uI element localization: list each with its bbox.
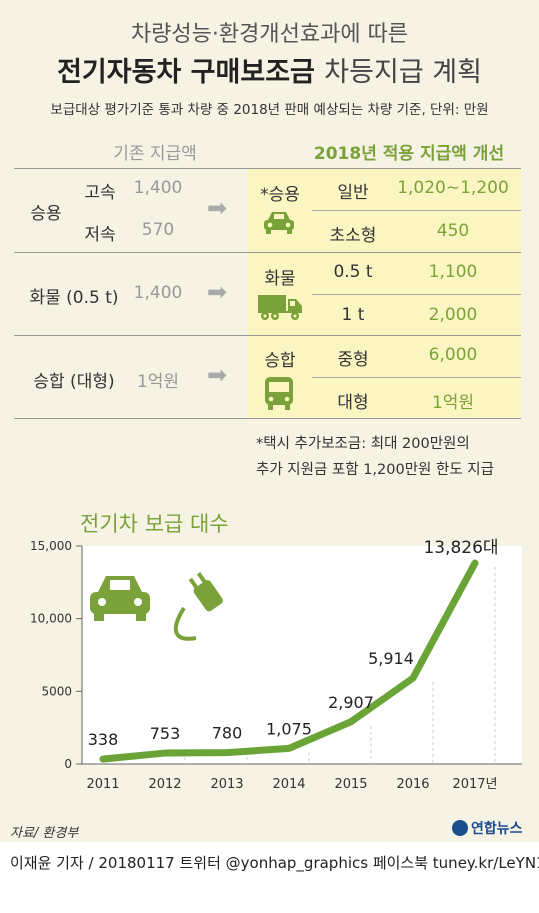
new-truck-value-2: 2,000 (428, 305, 478, 325)
truck-icon (258, 295, 302, 320)
y-tick-label: 10,000 (30, 612, 72, 626)
data-label: 1,075 (266, 719, 312, 738)
data-point (101, 757, 105, 762)
new-bus-label: 승합 (264, 351, 296, 371)
data-label: 2,907 (328, 693, 374, 712)
new-subsidy-panel (248, 168, 521, 418)
new-bus-sub-2: 대형 (337, 393, 369, 413)
arrow-icon: ➡ (207, 361, 228, 389)
data-label: 13,826대 (423, 538, 498, 558)
unit-note: 보급대상 평가기준 통과 차량 중 2018년 판매 예상되는 차량 기준, 단… (50, 102, 489, 118)
old-car-sub-1: 고속 (84, 183, 116, 203)
inner-line-3 (312, 377, 521, 378)
new-truck-sub-2: 1 t (341, 305, 365, 325)
old-truck-label: 화물 (0.5 t) (29, 288, 119, 308)
ev-car-icon (90, 576, 150, 621)
data-point (225, 750, 229, 755)
title-line1: 차량성능·환경개선효과에 따른 (130, 22, 409, 47)
new-car-value-1: 1,020∼1,200 (397, 178, 509, 198)
new-car-sub-2: 초소형 (329, 226, 377, 246)
data-label: 5,914 (368, 649, 414, 668)
plug-icon (173, 572, 223, 641)
data-point (163, 751, 167, 756)
table-divider-1 (14, 252, 521, 253)
old-car-sub-2: 저속 (84, 225, 116, 245)
new-bus-value-1: 6,000 (428, 345, 478, 365)
x-tick-label: 2014 (272, 777, 305, 792)
new-subsidy-header: 2018년 적용 지급액 개선 (313, 144, 505, 164)
new-car-value-2: 450 (436, 221, 470, 241)
table-divider-2 (14, 335, 521, 336)
old-bus-label: 승합 (대형) (33, 372, 115, 392)
data-label: 780 (212, 724, 243, 743)
old-subsidy-header: 기존 지급액 (113, 144, 197, 164)
source-note: 자료/ 환경부 (10, 826, 79, 841)
bus-icon (265, 377, 293, 410)
data-point (349, 719, 353, 724)
car-icon (264, 212, 294, 234)
new-truck-label: 화물 (264, 269, 296, 289)
taxi-footnote-2: 추가 지원금 포함 1,200만원 한도 지급 (256, 462, 494, 478)
chart-title: 전기차 보급 대수 (80, 512, 229, 536)
new-car-sub-1: 일반 (337, 183, 369, 203)
new-truck-sub-1: 0.5 t (333, 262, 373, 282)
old-car-value-2: 570 (141, 220, 175, 240)
taxi-footnote-1: *택시 추가보조금: 최대 200만원의 (256, 436, 470, 452)
inner-line-2 (312, 294, 521, 295)
new-bus-sub-1: 중형 (337, 350, 369, 370)
title-light: 차등지급 계획 (324, 57, 482, 88)
data-label: 338 (88, 730, 119, 749)
x-tick-label: 2017년 (452, 777, 497, 792)
x-tick-label: 2012 (148, 777, 181, 792)
yonhap-logo: 연합뉴스 (452, 818, 523, 838)
data-point (411, 676, 415, 681)
old-car-value-1: 1,400 (133, 178, 183, 198)
table-bottom-line (14, 418, 521, 419)
arrow-icon: ➡ (207, 278, 228, 306)
arrow-icon: ➡ (207, 194, 228, 222)
old-bus-value: 1억원 (136, 372, 180, 392)
old-truck-value: 1,400 (133, 283, 183, 303)
table-top-line (14, 168, 521, 169)
new-bus-value-2: 1억원 (431, 393, 475, 413)
x-tick-label: 2016 (396, 777, 429, 792)
data-label: 753 (150, 724, 181, 743)
new-truck-value-1: 1,100 (428, 262, 478, 282)
logo-mark-icon (452, 820, 468, 836)
y-tick-label: 15,000 (30, 539, 72, 553)
inner-line-1 (312, 210, 521, 211)
y-tick-label: 0 (64, 757, 72, 771)
x-tick-label: 2013 (210, 777, 243, 792)
y-tick-label: 5000 (41, 684, 72, 698)
title-line2: 전기자동차 구매보조금 차등지급 계획 (0, 50, 539, 89)
x-tick-label: 2015 (334, 777, 367, 792)
logo-text: 연합뉴스 (471, 821, 523, 837)
title-bold: 전기자동차 구매보조금 (57, 57, 315, 88)
new-car-label: *승용 (260, 185, 300, 205)
credit-line: 이재윤 기자 / 20180117 트위터 @yonhap_graphics 페… (10, 854, 539, 872)
ev-count-line-chart: 0 5000 10,000 15,000 2011 2012 2013 2014 2015 20… (30, 538, 522, 792)
old-car-label: 승용 (30, 204, 62, 224)
data-point (473, 561, 477, 566)
data-point (287, 746, 291, 751)
footer-bar (0, 842, 539, 913)
plot-area (82, 546, 522, 764)
x-tick-label: 2011 (86, 777, 119, 792)
